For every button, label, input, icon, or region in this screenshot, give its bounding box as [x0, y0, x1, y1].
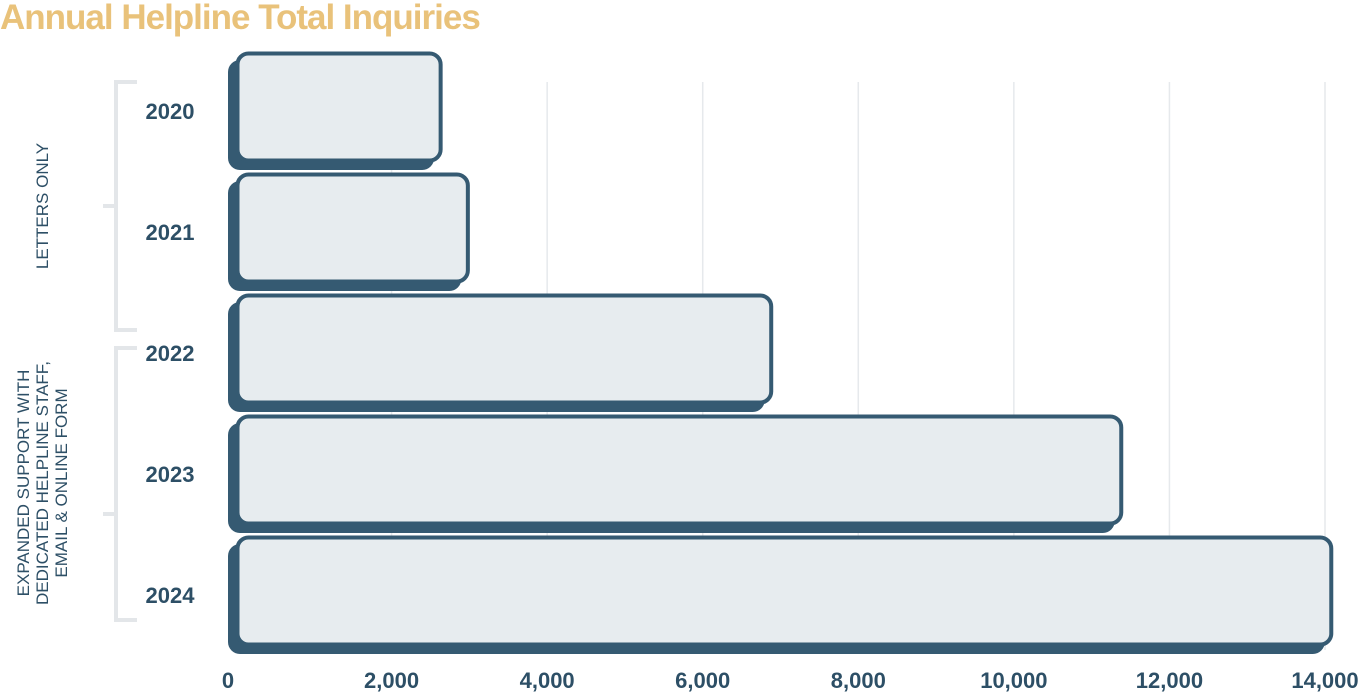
group-label: EXPANDED SUPPORT WITHDEDICATED HELPLINE …	[14, 361, 71, 605]
x-tick-label: 14,000	[1291, 668, 1358, 693]
bar-2021	[228, 172, 470, 291]
x-tick-label: 4,000	[520, 668, 575, 693]
x-tick-label: 0	[222, 668, 234, 693]
x-tick-label: 2,000	[364, 668, 419, 693]
bar	[235, 414, 1124, 526]
group-brackets	[103, 80, 137, 622]
group-bracket	[103, 346, 137, 622]
x-tick-label: 12,000	[1136, 668, 1203, 693]
group-label-line: EMAIL & ONLINE FORM	[52, 388, 71, 577]
x-tick-label: 10,000	[980, 668, 1047, 693]
bars	[228, 51, 1334, 654]
category-label: 2022	[146, 341, 195, 366]
chart-title: Annual Helpline Total Inquiries	[0, 0, 481, 37]
bar-2023	[228, 414, 1124, 533]
group-labels: LETTERS ONLY EXPANDED SUPPORT WITHDEDICAT…	[14, 143, 71, 605]
category-label: 2023	[146, 462, 195, 487]
bar	[235, 293, 774, 405]
bar-2020	[228, 51, 443, 170]
x-tick-label: 6,000	[675, 668, 730, 693]
category-labels: 2020 2021 2022 2023 2024	[146, 99, 196, 608]
category-label: 2021	[146, 220, 195, 245]
group-bracket	[103, 80, 137, 332]
x-tick-label: 8,000	[831, 668, 886, 693]
group-label-line: EXPANDED SUPPORT WITH	[14, 370, 33, 597]
x-axis-ticks: 0 2,000 4,000 6,000 8,000 10,000 12,000 14,000	[222, 668, 1359, 693]
group-label-line: DEDICATED HELPLINE STAFF,	[33, 361, 52, 605]
category-label: 2020	[146, 99, 195, 124]
bar	[235, 535, 1334, 647]
bar	[235, 51, 443, 163]
group-label-line: LETTERS ONLY	[33, 143, 52, 269]
bar-2024	[228, 535, 1334, 654]
bar	[235, 172, 470, 284]
bar-2022	[228, 293, 774, 412]
category-label: 2024	[146, 583, 196, 608]
group-label: LETTERS ONLY	[33, 143, 52, 269]
